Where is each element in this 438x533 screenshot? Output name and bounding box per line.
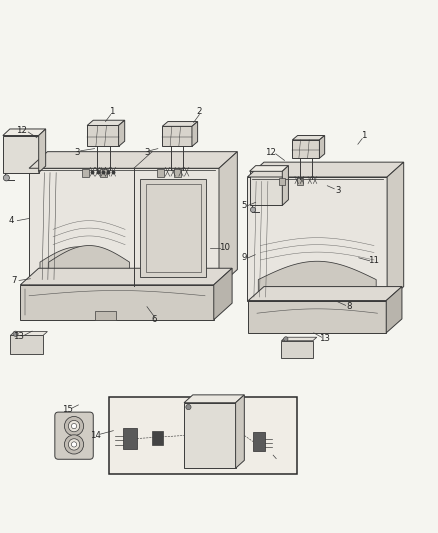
Polygon shape — [119, 120, 125, 147]
Polygon shape — [247, 177, 387, 302]
Polygon shape — [162, 122, 198, 126]
Bar — [100, 169, 107, 177]
Polygon shape — [282, 341, 313, 358]
Circle shape — [64, 416, 84, 435]
Polygon shape — [184, 403, 236, 468]
Text: 13: 13 — [319, 334, 330, 343]
Polygon shape — [184, 395, 244, 403]
Polygon shape — [20, 285, 214, 320]
Polygon shape — [162, 126, 192, 147]
Polygon shape — [236, 395, 244, 468]
Text: 13: 13 — [13, 332, 24, 341]
Polygon shape — [152, 431, 162, 445]
Polygon shape — [283, 166, 288, 205]
Circle shape — [13, 331, 18, 336]
Polygon shape — [11, 332, 47, 335]
Bar — [297, 178, 303, 185]
Polygon shape — [247, 162, 404, 177]
Polygon shape — [20, 268, 232, 285]
Polygon shape — [319, 135, 325, 158]
Circle shape — [251, 207, 256, 212]
Text: 2: 2 — [197, 107, 202, 116]
Text: 1: 1 — [109, 107, 115, 116]
Text: 12: 12 — [16, 126, 27, 135]
Bar — [109, 398, 297, 474]
Polygon shape — [282, 337, 317, 341]
Circle shape — [64, 435, 84, 454]
Text: 4: 4 — [9, 216, 14, 225]
Circle shape — [284, 337, 288, 341]
Circle shape — [68, 421, 80, 432]
Polygon shape — [292, 135, 325, 140]
Polygon shape — [11, 335, 43, 354]
Text: 6: 6 — [152, 315, 157, 324]
Polygon shape — [250, 171, 283, 205]
Text: 10: 10 — [219, 243, 230, 252]
Polygon shape — [192, 122, 198, 147]
Text: 11: 11 — [368, 256, 379, 265]
Text: 12: 12 — [265, 148, 276, 157]
Polygon shape — [248, 301, 386, 333]
Text: 7: 7 — [11, 276, 17, 285]
Polygon shape — [3, 135, 39, 173]
Text: 3: 3 — [335, 185, 340, 195]
Polygon shape — [292, 140, 319, 158]
Polygon shape — [29, 168, 219, 286]
Circle shape — [4, 175, 10, 181]
Polygon shape — [248, 287, 402, 301]
Bar — [279, 178, 286, 185]
Polygon shape — [386, 287, 402, 333]
Text: 14: 14 — [90, 431, 101, 440]
Polygon shape — [253, 432, 265, 451]
Text: 5: 5 — [242, 201, 247, 210]
Polygon shape — [87, 120, 125, 125]
Polygon shape — [39, 129, 46, 173]
Circle shape — [68, 439, 80, 450]
Polygon shape — [123, 428, 137, 449]
Text: 15: 15 — [62, 405, 73, 414]
Bar — [174, 169, 181, 177]
Polygon shape — [214, 268, 232, 320]
Text: 3: 3 — [144, 148, 150, 157]
Polygon shape — [141, 179, 206, 277]
Polygon shape — [250, 166, 288, 171]
Text: 8: 8 — [346, 302, 352, 311]
Text: 9: 9 — [242, 253, 247, 262]
Polygon shape — [95, 311, 117, 320]
Polygon shape — [258, 261, 376, 295]
Bar — [82, 169, 89, 177]
Polygon shape — [219, 152, 237, 286]
Circle shape — [71, 423, 77, 429]
Bar — [156, 169, 163, 177]
Text: 1: 1 — [361, 131, 367, 140]
FancyBboxPatch shape — [55, 412, 93, 459]
Polygon shape — [40, 247, 117, 280]
Circle shape — [71, 442, 77, 447]
Polygon shape — [3, 129, 46, 135]
Polygon shape — [87, 125, 119, 147]
Text: 3: 3 — [74, 148, 80, 157]
Circle shape — [186, 405, 191, 410]
Polygon shape — [49, 246, 130, 280]
Polygon shape — [387, 162, 404, 302]
Polygon shape — [29, 152, 237, 168]
